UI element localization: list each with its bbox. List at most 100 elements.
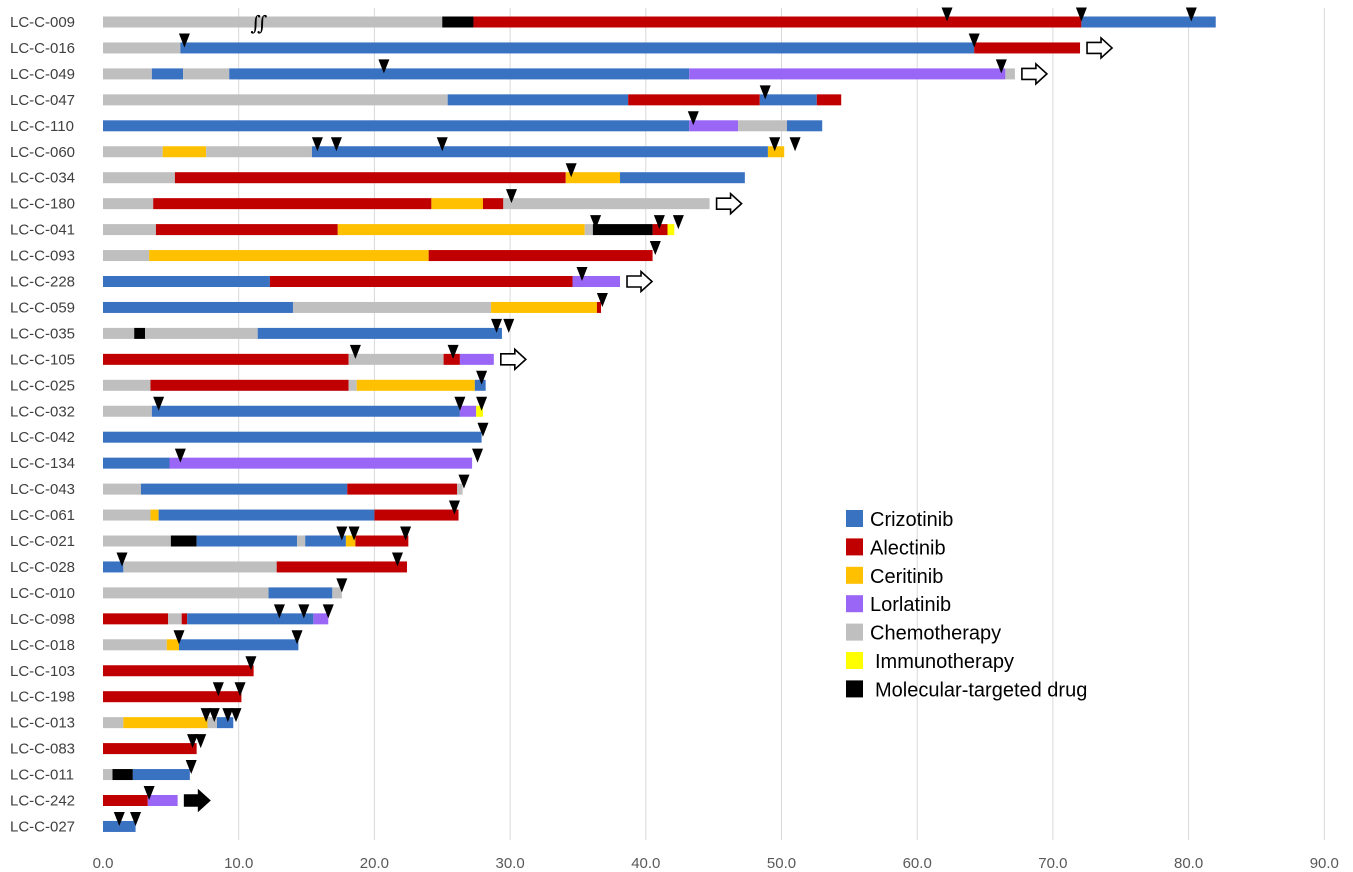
patient-label: LC-C-010 [10,585,75,602]
progression-marker [941,7,953,22]
treatment-segment [103,509,151,521]
treatment-segment [473,16,1082,28]
treatment-segment [356,379,475,391]
legend-swatch [846,680,863,698]
progression-marker [230,708,242,723]
patient-label: LC-C-083 [10,741,75,758]
x-tick-label: 20.0 [360,855,389,872]
progression-marker [653,215,665,230]
treatment-segment [269,276,573,287]
treatment-segment [103,795,148,806]
treatment-segment [103,665,254,677]
patient-label: LC-C-060 [10,144,75,161]
treatment-segment [103,172,175,184]
legend-label: Immunotherapy [875,651,1014,673]
treatment-segment [207,717,217,729]
progression-marker [245,656,257,671]
treatment-segment [103,353,349,365]
progression-marker [330,137,342,152]
treatment-segment [305,535,346,547]
treatment-segment [374,509,459,521]
treatment-segment [459,405,477,417]
treatment-segment [816,94,842,106]
progression-marker [968,33,980,48]
treatment-segment [103,68,152,80]
progression-marker [477,422,489,437]
treatment-segment [355,535,409,547]
patient-label: LC-C-049 [10,66,75,83]
x-tick-label: 40.0 [631,855,660,872]
patient-label: LC-C-110 [10,118,74,135]
x-tick-label: 80.0 [1174,855,1203,872]
progression-marker [173,630,185,645]
treatment-segment [103,483,141,495]
treatment-segment [276,561,407,573]
treatment-segment [103,146,163,158]
treatment-segment [166,639,179,651]
patient-label: LC-C-011 [10,767,74,784]
progression-marker [187,734,199,749]
progression-marker [476,396,488,411]
treatment-segment [134,327,146,339]
treatment-segment [196,535,298,547]
treatment-segment [187,613,314,625]
patient-label: LC-C-105 [10,351,75,368]
treatment-segment [337,224,585,236]
patient-label: LC-C-093 [10,248,75,265]
progression-marker [116,552,128,567]
treatment-segment [150,379,349,391]
treatment-segment [169,457,473,469]
treatment-segment [151,68,184,80]
progression-marker [130,811,142,826]
treatment-segment [292,301,492,313]
treatment-segment [229,68,690,80]
treatment-segment [652,224,668,236]
treatment-segment [103,379,151,391]
x-tick-label: 60.0 [903,855,932,872]
legend-label: Alectinib [870,537,946,559]
patient-label: LC-C-016 [10,40,75,57]
ongoing-arrows [183,36,1114,813]
treatment-segment [103,820,136,832]
progression-marker [1075,7,1087,22]
treatment-segment [628,94,760,106]
progression-marker [458,474,470,489]
progression-marker [222,708,234,723]
treatment-segment [345,535,356,547]
patient-label: LC-C-134 [10,455,75,472]
treatment-segment [103,535,171,547]
treatment-segment [103,613,169,625]
legend-swatch [846,510,863,527]
treatment-segment [584,224,593,236]
progression-marker [590,215,602,230]
progression-marker [672,215,684,230]
progression-marker [391,552,403,567]
progression-marker [208,708,220,723]
progression-marker [759,85,771,100]
treatment-segment [491,301,597,313]
treatment-segment [181,613,188,625]
ongoing-arrow [500,347,528,372]
patient-label: LC-C-041 [10,222,75,239]
treatment-segment [158,509,375,521]
treatment-segment [174,172,566,184]
progression-marker [472,448,484,463]
treatment-segment [145,327,258,339]
treatment-segment [596,301,602,313]
treatment-segment [168,613,182,625]
treatment-segment [103,224,156,236]
treatment-segment [459,353,494,365]
patient-label: LC-C-025 [10,377,75,394]
patient-label: LC-C-028 [10,559,75,576]
patient-label: LC-C-034 [10,170,75,187]
x-tick-label: 0.0 [93,855,114,872]
progression-marker [505,189,517,204]
progression-marker [195,734,207,749]
treatment-segment [103,16,443,28]
treatment-segment [257,327,502,339]
patient-label: LC-C-180 [10,196,75,213]
legend-label: Chemotherapy [870,623,1001,645]
patient-label: LC-C-013 [10,715,75,732]
treatment-segment [348,379,357,391]
